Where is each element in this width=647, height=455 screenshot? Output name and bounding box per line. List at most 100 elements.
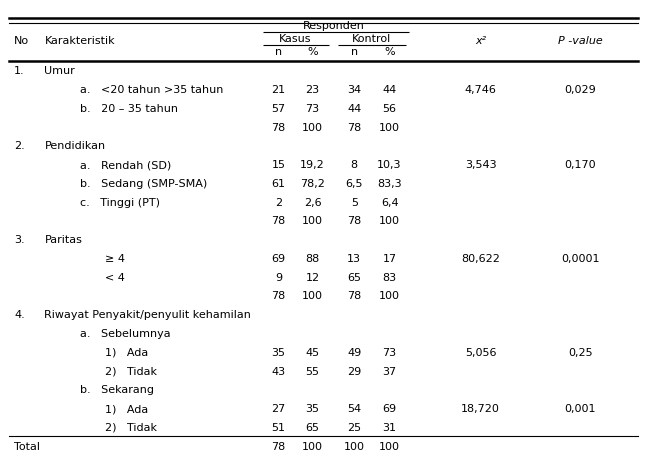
- Text: x²: x²: [475, 36, 486, 46]
- Text: 100: 100: [344, 442, 365, 451]
- Text: 57: 57: [272, 104, 286, 114]
- Text: 6,5: 6,5: [345, 179, 363, 189]
- Text: 51: 51: [272, 423, 285, 433]
- Text: 13: 13: [347, 254, 361, 264]
- Text: 73: 73: [382, 348, 397, 358]
- Text: 54: 54: [347, 404, 362, 414]
- Text: 83,3: 83,3: [377, 179, 402, 189]
- Text: Pendidikan: Pendidikan: [45, 142, 105, 152]
- Text: 0,001: 0,001: [564, 404, 596, 414]
- Text: 78: 78: [272, 442, 286, 451]
- Text: 0,029: 0,029: [564, 85, 596, 95]
- Text: 78: 78: [347, 122, 362, 132]
- Text: 2.: 2.: [14, 142, 25, 152]
- Text: 25: 25: [347, 423, 362, 433]
- Text: Total: Total: [14, 442, 40, 451]
- Text: 29: 29: [347, 367, 362, 377]
- Text: 9: 9: [275, 273, 282, 283]
- Text: 2)   Tidak: 2) Tidak: [105, 423, 157, 433]
- Text: 44: 44: [382, 85, 397, 95]
- Text: 0,25: 0,25: [568, 348, 593, 358]
- Text: Paritas: Paritas: [45, 235, 82, 245]
- Text: 34: 34: [347, 85, 362, 95]
- Text: 4.: 4.: [14, 310, 25, 320]
- Text: 31: 31: [382, 423, 397, 433]
- Text: 37: 37: [382, 367, 397, 377]
- Text: 2: 2: [275, 197, 282, 207]
- Text: 78,2: 78,2: [300, 179, 325, 189]
- Text: 44: 44: [347, 104, 362, 114]
- Text: 0,0001: 0,0001: [561, 254, 599, 264]
- Text: 23: 23: [305, 85, 320, 95]
- Text: 56: 56: [382, 104, 397, 114]
- Text: 4,746: 4,746: [465, 85, 497, 95]
- Text: Kasus: Kasus: [280, 34, 312, 44]
- Text: 61: 61: [272, 179, 285, 189]
- Text: 78: 78: [272, 217, 286, 227]
- Text: Riwayat Penyakit/penyulit kehamilan: Riwayat Penyakit/penyulit kehamilan: [45, 310, 251, 320]
- Text: 43: 43: [272, 367, 286, 377]
- Text: 78: 78: [347, 292, 362, 302]
- Text: 45: 45: [305, 348, 320, 358]
- Text: 80,622: 80,622: [461, 254, 500, 264]
- Text: 19,2: 19,2: [300, 160, 325, 170]
- Text: 100: 100: [302, 292, 323, 302]
- Text: n: n: [351, 47, 358, 57]
- Text: 0,170: 0,170: [564, 160, 596, 170]
- Text: 1.: 1.: [14, 66, 25, 76]
- Text: ≥ 4: ≥ 4: [105, 254, 126, 264]
- Text: 15: 15: [272, 160, 285, 170]
- Text: 5,056: 5,056: [465, 348, 496, 358]
- Text: 100: 100: [302, 442, 323, 451]
- Text: 2,6: 2,6: [304, 197, 322, 207]
- Text: 100: 100: [379, 442, 400, 451]
- Text: c.   Tinggi (PT): c. Tinggi (PT): [80, 197, 160, 207]
- Text: 78: 78: [347, 217, 362, 227]
- Text: P -value: P -value: [558, 36, 602, 46]
- Text: 3.: 3.: [14, 235, 25, 245]
- Text: 18,720: 18,720: [461, 404, 500, 414]
- Text: 100: 100: [302, 122, 323, 132]
- Text: a.   Sebelumnya: a. Sebelumnya: [80, 329, 170, 339]
- Text: 83: 83: [382, 273, 397, 283]
- Text: 100: 100: [379, 122, 400, 132]
- Text: 35: 35: [272, 348, 285, 358]
- Text: 65: 65: [305, 423, 320, 433]
- Text: a.   Rendah (SD): a. Rendah (SD): [80, 160, 171, 170]
- Text: n: n: [275, 47, 282, 57]
- Text: Umur: Umur: [45, 66, 75, 76]
- Text: 65: 65: [347, 273, 361, 283]
- Text: < 4: < 4: [105, 273, 126, 283]
- Text: 55: 55: [305, 367, 320, 377]
- Text: 69: 69: [382, 404, 397, 414]
- Text: %: %: [384, 47, 395, 57]
- Text: b.   Sekarang: b. Sekarang: [80, 385, 154, 395]
- Text: 8: 8: [351, 160, 358, 170]
- Text: Kontrol: Kontrol: [353, 34, 391, 44]
- Text: 100: 100: [379, 292, 400, 302]
- Text: 100: 100: [302, 217, 323, 227]
- Text: 2)   Tidak: 2) Tidak: [105, 367, 157, 377]
- Text: a.   <20 tahun >35 tahun: a. <20 tahun >35 tahun: [80, 85, 223, 95]
- Text: 1)   Ada: 1) Ada: [105, 348, 149, 358]
- Text: 35: 35: [305, 404, 320, 414]
- Text: b.   20 – 35 tahun: b. 20 – 35 tahun: [80, 104, 178, 114]
- Text: 1)   Ada: 1) Ada: [105, 404, 149, 414]
- Text: 78: 78: [272, 122, 286, 132]
- Text: b.   Sedang (SMP-SMA): b. Sedang (SMP-SMA): [80, 179, 207, 189]
- Text: 69: 69: [272, 254, 286, 264]
- Text: No: No: [14, 36, 30, 46]
- Text: 5: 5: [351, 197, 358, 207]
- Text: 73: 73: [305, 104, 320, 114]
- Text: %: %: [307, 47, 318, 57]
- Text: 49: 49: [347, 348, 362, 358]
- Text: Karakteristik: Karakteristik: [45, 36, 115, 46]
- Text: 100: 100: [379, 217, 400, 227]
- Text: 88: 88: [305, 254, 320, 264]
- Text: Responden: Responden: [303, 21, 365, 31]
- Text: 21: 21: [272, 85, 286, 95]
- Text: 27: 27: [272, 404, 286, 414]
- Text: 17: 17: [382, 254, 397, 264]
- Text: 10,3: 10,3: [377, 160, 402, 170]
- Text: 12: 12: [305, 273, 320, 283]
